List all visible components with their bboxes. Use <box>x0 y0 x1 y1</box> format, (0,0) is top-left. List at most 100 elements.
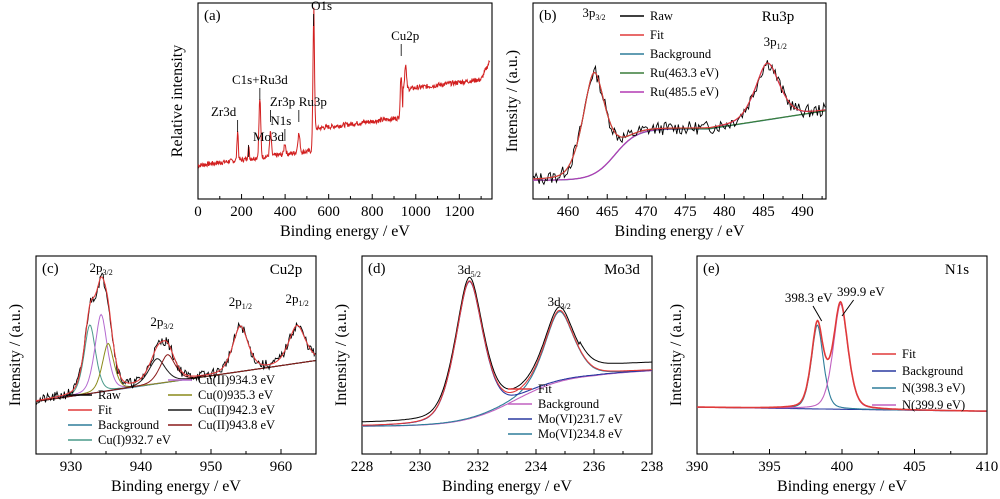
legend-entry: N(399.9 eV) <box>902 398 965 412</box>
x-tick-label: 465 <box>596 204 619 220</box>
peak-annotation: C1s+Ru3d <box>232 72 288 87</box>
legend-entry: Mo(VI)231.7 eV <box>538 412 623 426</box>
x-tick-label: 940 <box>130 459 153 475</box>
legend-entry: Cu(I)932.7 eV <box>98 433 171 447</box>
panel-d: 228 230 232 234 236 238 Binding energy / eV Int… <box>333 255 664 495</box>
component-curve <box>696 303 987 412</box>
fit-curve <box>532 62 826 180</box>
x-tick-label: 1000 <box>401 204 431 220</box>
x-tick-label: 475 <box>674 204 697 220</box>
panel-title: N1s <box>945 262 969 278</box>
y-axis-label: Intensity / (a.u.) <box>668 304 685 406</box>
panel-e: 390 395 400 405 410 Binding energy / eV Intens… <box>668 255 999 495</box>
peak-label: 2p1/2 <box>285 291 308 308</box>
x-tick-label: 238 <box>641 459 664 475</box>
y-axis-label: Intensity / (a.u.) <box>333 304 350 406</box>
x-tick-label: 1200 <box>444 204 474 220</box>
peak-label: 3p1/2 <box>764 34 787 51</box>
y-axis-label: Intensity / (a.u.) <box>7 304 24 406</box>
peak-annotation: N1s <box>270 113 291 128</box>
peak-annotation: Cu2p <box>391 28 419 43</box>
legend-entry: Background <box>650 47 712 61</box>
peak-annotation: Mo3d <box>253 129 285 144</box>
x-tick-label: 480 <box>713 204 736 220</box>
peak-annotation: 399.9 eV <box>837 284 885 299</box>
x-axis-label: Binding energy / eV <box>280 223 410 240</box>
peak-label: 2p3/2 <box>150 314 173 331</box>
peak-annotation: 398.3 eV <box>785 290 833 305</box>
annotation-arrow <box>812 305 823 322</box>
legend-entry: Background <box>98 418 160 432</box>
panel-b: 460 465 470 475 480 485 490 Binding energy / eV… <box>504 2 827 240</box>
legend-entry: Cu(II)934.3 eV <box>198 373 275 387</box>
x-tick-label: 485 <box>752 204 775 220</box>
plot-frame <box>197 2 493 200</box>
panel-label: (b) <box>539 8 557 24</box>
x-tick-label: 960 <box>270 459 293 475</box>
legend-entry: Fit <box>538 382 552 396</box>
peak-label: 3d3/2 <box>548 294 571 311</box>
component-curve <box>533 62 826 181</box>
legend-entry: N(398.3 eV) <box>902 381 965 395</box>
peak-annotation: Zr3p <box>270 94 295 109</box>
peak-annotation: Ru3p <box>299 94 327 109</box>
legend-entry: Raw <box>98 388 121 402</box>
legend-entry: Background <box>902 364 964 378</box>
x-tick-label: 234 <box>525 459 548 475</box>
x-tick-label: 930 <box>60 459 83 475</box>
panel-label: (a) <box>204 8 221 24</box>
legend-entry: Background <box>538 397 600 411</box>
legend-entry: Fit <box>902 347 916 361</box>
x-tick-label: 470 <box>635 204 658 220</box>
x-tick-label: 390 <box>686 459 709 475</box>
x-axis-label: Binding energy / eV <box>442 478 572 495</box>
panel-label: (e) <box>703 261 720 277</box>
peak-annotation: Zr3d <box>211 104 237 119</box>
x-axis-label: Binding energy / eV <box>615 223 745 240</box>
legend-entry: Cu(0)935.3 eV <box>198 388 273 402</box>
x-axis-label: Binding energy / eV <box>111 478 241 495</box>
x-tick-label: 410 <box>976 459 999 475</box>
peak-label: 2p3/2 <box>89 260 112 277</box>
legend-entry: Fit <box>98 403 112 417</box>
x-tick-label: 395 <box>758 459 781 475</box>
legend-entry: Ru(463.3 eV) <box>650 66 719 80</box>
peak-label: 3p3/2 <box>582 5 605 22</box>
legend-entry: Mo(VI)234.8 eV <box>538 427 623 441</box>
panel-c: 930 940 950 960 Binding energy / eV Intensity… <box>7 255 317 495</box>
peak-label: 2p1/2 <box>229 294 252 311</box>
survey-spectrum <box>197 7 491 169</box>
x-tick-label: 228 <box>351 459 374 475</box>
y-axis-label: Intensity / (a.u.) <box>504 50 521 152</box>
component-curve <box>362 311 653 427</box>
fit-curve <box>697 300 987 412</box>
panel-title: Cu2p <box>270 262 303 278</box>
panel-title: Mo3d <box>604 262 640 278</box>
x-tick-label: 236 <box>583 459 606 475</box>
legend-entry: Fit <box>650 28 664 42</box>
x-tick-label: 232 <box>467 459 490 475</box>
x-tick-label: 490 <box>791 204 814 220</box>
component-curve <box>35 313 316 402</box>
x-tick-label: 200 <box>230 204 253 220</box>
x-axis-label: Binding energy / eV <box>777 478 907 495</box>
x-tick-label: 230 <box>409 459 432 475</box>
x-tick-label: 800 <box>361 204 384 220</box>
panel-a: 0 200 400 600 800 1000 1200 Binding energy / eV… <box>169 0 493 240</box>
legend-entry: Cu(II)942.3 eV <box>198 403 275 417</box>
legend-entry: Cu(II)943.8 eV <box>198 418 275 432</box>
peak-label: 3d5/2 <box>458 262 481 279</box>
x-tick-label: 400 <box>831 459 854 475</box>
annotation-arrow <box>841 299 855 317</box>
x-tick-label: 950 <box>200 459 223 475</box>
panel-label: (d) <box>368 261 386 277</box>
x-tick-label: 600 <box>317 204 340 220</box>
x-tick-label: 0 <box>194 204 202 220</box>
legend-entry: Ru(485.5 eV) <box>650 85 719 99</box>
y-axis-label: Relative intensity <box>169 45 186 157</box>
fit-curve <box>35 276 316 402</box>
raw-curve <box>362 276 653 423</box>
fit-curve <box>362 280 653 426</box>
panel-label: (c) <box>42 261 59 277</box>
